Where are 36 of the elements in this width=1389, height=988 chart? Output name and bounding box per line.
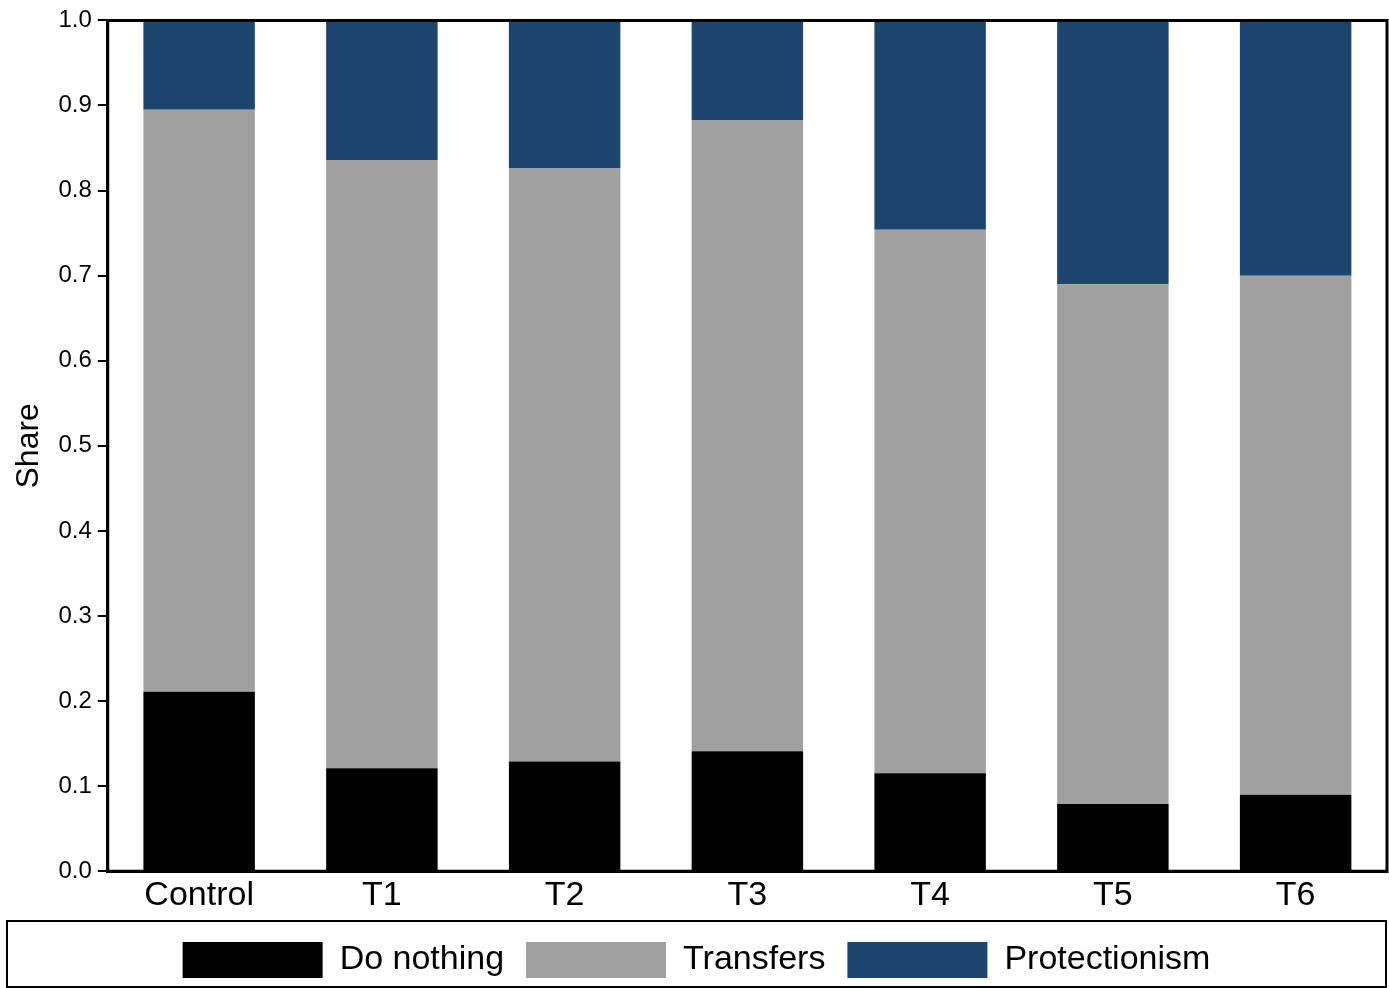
y-tick-label: 0.5: [58, 430, 92, 458]
bar: [326, 20, 438, 160]
bar: [874, 229, 986, 774]
x-tick-label: T5: [1093, 873, 1133, 912]
x-tick-label: T1: [362, 873, 402, 912]
legend-label: Transfers: [683, 938, 826, 977]
legend-label: Protectionism: [1004, 938, 1211, 977]
bar: [1057, 20, 1169, 285]
y-tick-label: 0.3: [58, 600, 92, 628]
bar: [508, 168, 621, 762]
bar: [691, 119, 804, 752]
y-tick-label: 0.6: [58, 345, 92, 373]
y-tick-label: 0.2: [58, 685, 92, 713]
y-tick-label: 0.7: [58, 260, 92, 288]
bar: [1057, 284, 1169, 804]
y-axis-title: Share: [9, 403, 46, 489]
y-tick-label: 0.9: [58, 90, 92, 118]
bar: [508, 20, 621, 169]
x-tick-label: T2: [544, 873, 585, 912]
y-tick-label: 1.0: [58, 5, 92, 33]
bar: [874, 20, 986, 230]
bar: [691, 20, 804, 120]
x-tick-label: T4: [910, 873, 950, 912]
bar: [1239, 20, 1352, 276]
y-tick-label: 0.8: [58, 175, 92, 203]
bar: [326, 159, 438, 769]
x-tick-label: T3: [727, 873, 768, 912]
legend-label: Do nothing: [339, 938, 505, 977]
y-tick-label: 0.1: [58, 770, 92, 798]
bar: [1239, 275, 1352, 795]
x-tick-label: Control: [144, 873, 254, 912]
x-tick-label: T6: [1275, 873, 1316, 912]
bar: [143, 109, 255, 692]
bar: [143, 20, 255, 110]
y-tick-label: 0.4: [58, 515, 92, 543]
y-tick-label: 0.0: [58, 855, 92, 883]
